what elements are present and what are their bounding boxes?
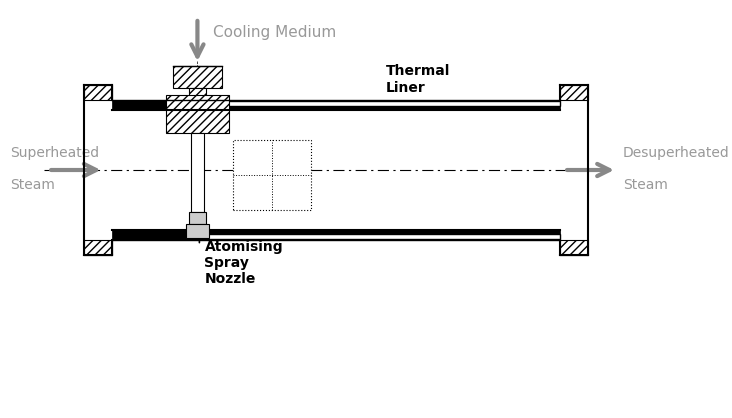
Bar xyxy=(166,95,229,133)
Polygon shape xyxy=(84,240,112,255)
Text: Superheated: Superheated xyxy=(10,146,100,160)
Bar xyxy=(191,133,203,212)
Bar xyxy=(200,101,560,106)
Text: Desuperheated: Desuperheated xyxy=(623,146,730,160)
Bar xyxy=(560,240,588,255)
Polygon shape xyxy=(84,85,112,100)
Polygon shape xyxy=(560,240,588,255)
Bar xyxy=(173,66,222,88)
Polygon shape xyxy=(560,85,588,100)
Bar xyxy=(112,230,560,240)
Bar xyxy=(233,140,312,210)
Text: Steam: Steam xyxy=(623,178,668,192)
Text: Liner: Liner xyxy=(386,81,426,95)
Text: Spray: Spray xyxy=(204,256,250,270)
Text: Nozzle: Nozzle xyxy=(204,272,255,286)
Text: Steam: Steam xyxy=(10,178,56,192)
Bar xyxy=(84,85,112,100)
Bar xyxy=(560,85,588,100)
Text: Thermal: Thermal xyxy=(386,64,450,78)
Bar xyxy=(200,234,560,239)
Bar xyxy=(186,224,209,238)
Bar xyxy=(189,88,206,100)
Text: Cooling Medium: Cooling Medium xyxy=(213,25,337,40)
Bar xyxy=(112,100,560,110)
Text: Atomising: Atomising xyxy=(204,240,283,254)
Bar xyxy=(189,212,206,224)
Bar xyxy=(84,240,112,255)
